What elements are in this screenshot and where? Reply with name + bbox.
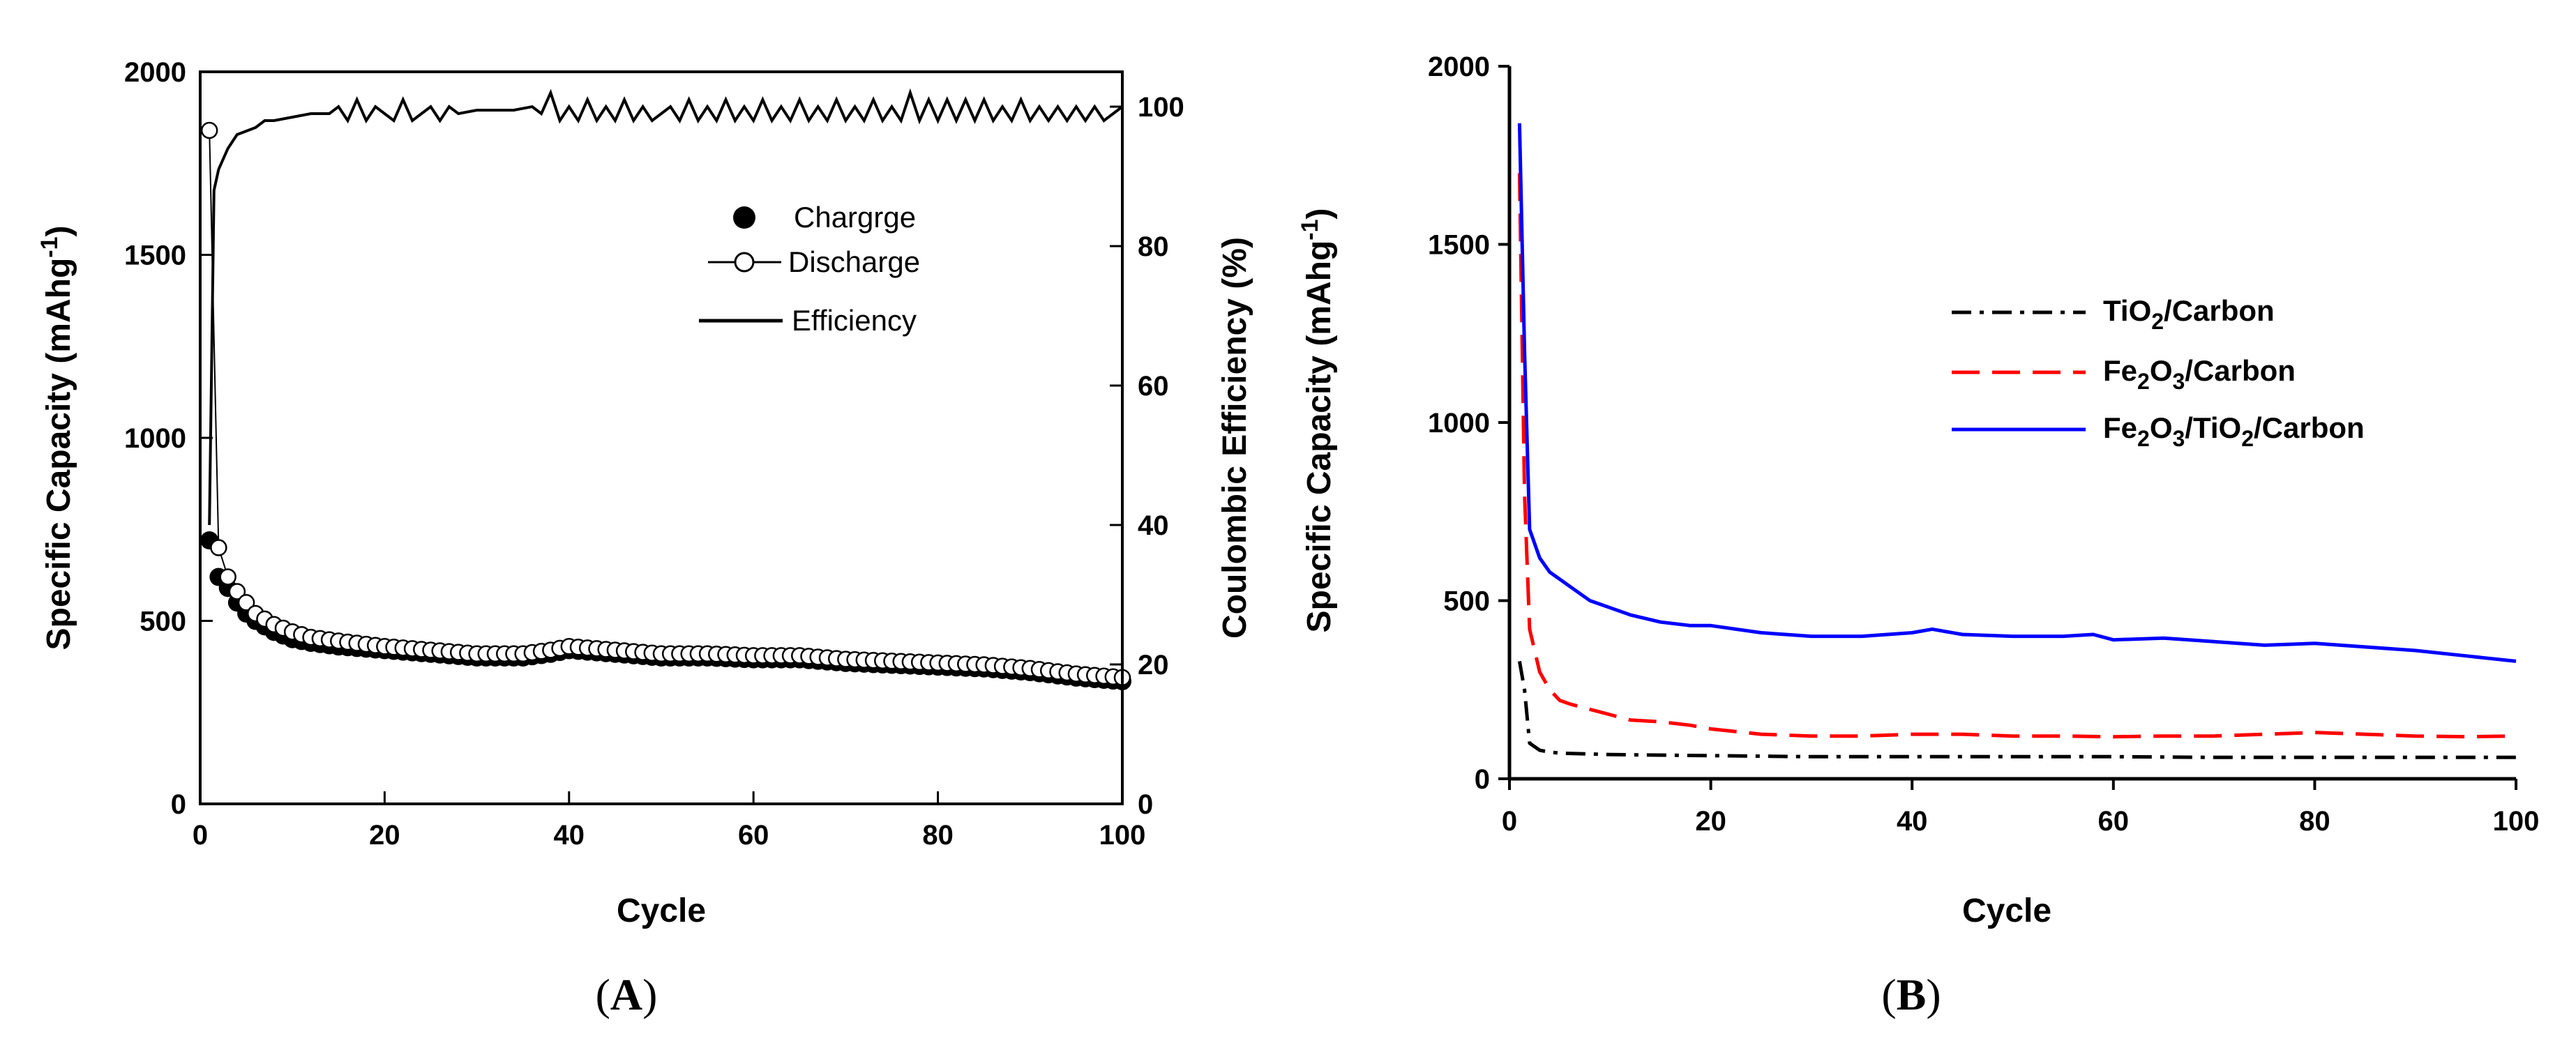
b-series-line-0: [1517, 660, 2516, 759]
a-discharge-point: [210, 539, 227, 556]
panel-a: 0 20 40 60 80 100 0 500 1000 1500 2000 0 20 40 60 80 1…: [36, 57, 1253, 1019]
b-legend-fe2o3-sub2: 3: [2172, 369, 2185, 394]
b-x-tick-label: 40: [1897, 806, 1928, 837]
a-discharge-point: [219, 568, 236, 586]
b-y-axis-title-sup: -1: [1297, 219, 1323, 240]
a-y-tick-label: 1000: [124, 423, 186, 454]
b-legend-tio2-o: O: [2129, 294, 2152, 327]
b-legend-composite-label: Fe2O3/TiO2/Carbon: [2103, 411, 2365, 451]
b-x-tick-label: 0: [1502, 806, 1517, 837]
a-legend-efficiency-label: Efficiency: [792, 304, 917, 337]
a-y-tick-label: 1500: [124, 241, 186, 271]
b-y-tick-label: 1000: [1428, 408, 1490, 439]
b-legend: TiO2/Carbon Fe2O3/Carbon Fe2O3/TiO2/Carb…: [1952, 294, 2365, 451]
b-y-tick-label: 1500: [1428, 230, 1490, 261]
panel-b: 0 20 40 60 80 100 0 500 1000 1500 2000 Cycle Spec…: [1297, 52, 2539, 1019]
a-y-tick-label: 500: [140, 607, 186, 637]
a-x-tick-label: 80: [922, 820, 954, 851]
a-x-tick-label: 20: [369, 820, 400, 851]
b-y-ticks: 0 500 1000 1500 2000: [1428, 52, 1509, 795]
a-y-axis-title-end: ): [40, 225, 77, 236]
b-legend-fe2o3-sub1: 2: [2137, 369, 2150, 394]
a-panel-letter: A: [610, 970, 642, 1019]
b-legend-comp-rest: /Carbon: [2254, 411, 2365, 444]
a-x-tick-label: 60: [738, 820, 769, 851]
a-y-tick-label: 0: [171, 789, 186, 820]
a-efficiency-series: [208, 88, 1124, 526]
a-x-tick-label: 40: [554, 820, 585, 851]
b-series: [1517, 123, 2517, 759]
a-x-tick-label: 0: [193, 820, 208, 851]
a-x-axis-title: Cycle: [617, 892, 706, 929]
b-x-tick-label: 60: [2098, 806, 2130, 837]
a-efficiency-line: [208, 88, 1124, 526]
a-y2-tick-label: 0: [1138, 789, 1153, 820]
a-y2-tick-label: 20: [1138, 650, 1169, 680]
b-y-tick-label: 0: [1475, 764, 1490, 795]
a-y-tick-label: 2000: [124, 57, 186, 88]
a-legend: Chargrge Discharge Efficiency: [699, 201, 920, 337]
a-x-ticks: 0 20 40 60 80 100: [193, 791, 1146, 851]
b-y-axis-title-end: ): [1301, 208, 1338, 219]
b-series-line-2: [1517, 123, 2517, 663]
a-y2-tick-label: 100: [1138, 92, 1184, 123]
a-y-axis-title-main: Specific Capacity (mAhg: [40, 258, 77, 650]
a-y-axis-title-sup: -1: [36, 236, 63, 257]
a-legend-charge-marker: [733, 206, 755, 229]
a-legend-discharge-marker: [734, 252, 755, 273]
a-y-axis-title: Specific Capacity (mAhg-1): [36, 225, 77, 650]
a-legend-discharge-label: Discharge: [788, 245, 920, 278]
b-y-axis-title-main: Specific Capacity (mAhg: [1301, 241, 1338, 633]
b-legend-comp-sub1: 2: [2137, 426, 2150, 451]
a-y-ticks: 0 500 1000 1500 2000: [124, 57, 213, 820]
b-legend-tio2-rest: /Carbon: [2164, 294, 2275, 327]
b-legend-fe2o3-label: Fe2O3/Carbon: [2103, 354, 2296, 394]
b-y-tick-label: 500: [1443, 586, 1490, 617]
a-panel-label: (A): [596, 970, 658, 1019]
a-plot-frame: [199, 70, 1124, 805]
a-y2-axis-title: Coulombic Efficiency (%): [1217, 237, 1253, 639]
b-legend-comp-sub2: 3: [2172, 426, 2185, 451]
a-discharge-point: [228, 583, 246, 600]
b-y-tick-label: 2000: [1428, 52, 1490, 82]
b-legend-fe2o3-rest: /Carbon: [2185, 354, 2296, 387]
a-y2-tick-label: 60: [1138, 371, 1169, 402]
a-discharge-point: [237, 594, 255, 611]
b-panel-letter: B: [1897, 970, 1927, 1019]
b-x-tick-label: 80: [2299, 806, 2330, 837]
a-discharge-point: [200, 121, 218, 139]
b-legend-tio2-label: TiO2/Carbon: [2103, 294, 2275, 334]
b-series-line-1: [1517, 173, 2517, 739]
a-discharge-line: [209, 130, 1123, 678]
a-capacity-series: [200, 121, 1131, 691]
b-legend-comp-sub3: 2: [2241, 426, 2254, 451]
b-y-axis-title: Specific Capacity (mAhg-1): [1297, 208, 1338, 632]
b-panel-label: (B): [1881, 970, 1941, 1019]
a-y2-ticks: 0 20 40 60 80 100: [1110, 92, 1184, 820]
a-y2-tick-label: 80: [1138, 231, 1169, 262]
b-x-tick-label: 100: [2493, 806, 2540, 837]
b-legend-tio2-sub: 2: [2151, 309, 2164, 334]
b-x-tick-label: 20: [1695, 806, 1726, 837]
b-legend-comp-mid: /TiO: [2185, 411, 2241, 444]
a-legend-charge-label: Chargrge: [794, 201, 916, 234]
b-legend-comp-o: O: [2150, 411, 2173, 444]
b-x-ticks: 0 20 40 60 80 100: [1502, 779, 2540, 837]
b-legend-fe2o3-o: O: [2150, 354, 2173, 387]
b-x-axis-title: Cycle: [1962, 892, 2051, 929]
a-x-tick-label: 100: [1099, 820, 1146, 851]
a-y2-tick-label: 40: [1138, 510, 1169, 541]
